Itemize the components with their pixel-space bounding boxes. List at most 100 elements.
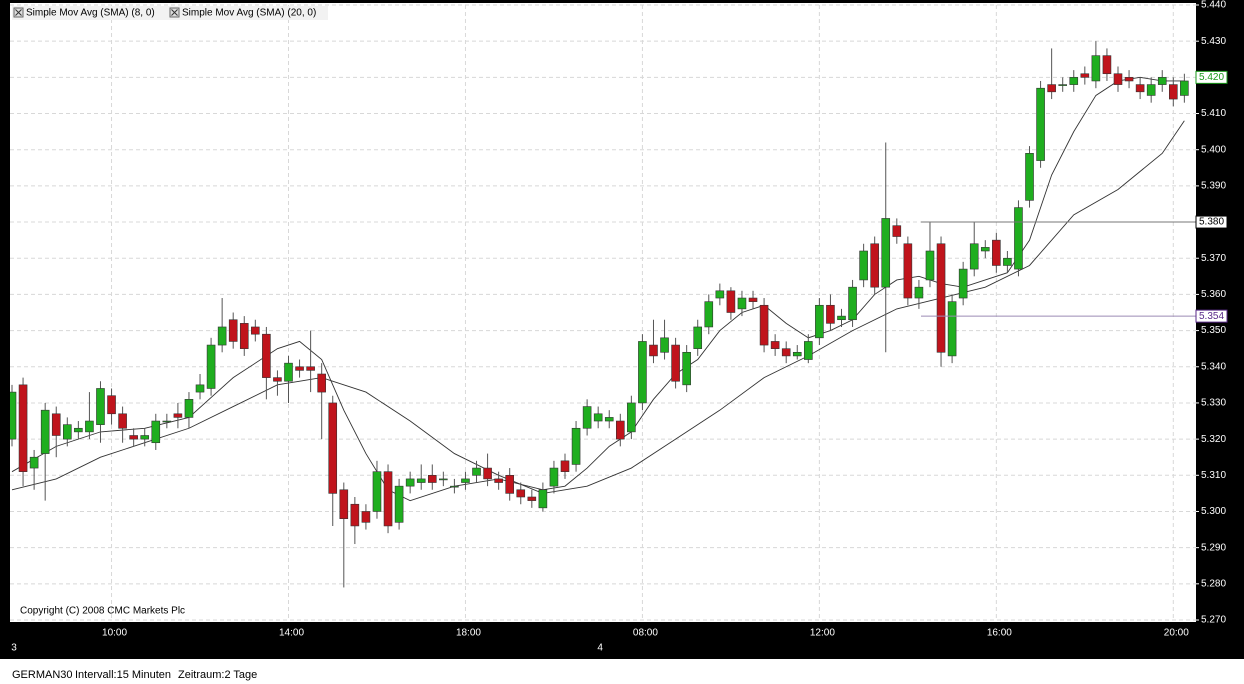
- candle-body: [770, 341, 780, 349]
- candle-body: [206, 344, 216, 389]
- candle-body: [748, 297, 758, 302]
- price-tag: [1195, 309, 1228, 323]
- candle-body: [273, 377, 282, 382]
- candle-body: [604, 417, 614, 422]
- candle-body: [51, 413, 61, 436]
- candle-body: [405, 478, 415, 487]
- candle-body: [10, 391, 17, 440]
- candle-body: [228, 319, 238, 342]
- candle-body: [383, 471, 393, 527]
- range: Zeitraum:2 Tage: [178, 669, 257, 681]
- x-tick-label: 08:00: [633, 628, 658, 639]
- candle-body: [815, 304, 824, 339]
- candle-body: [582, 406, 592, 429]
- candle-body: [217, 326, 227, 346]
- y-tick-label: 5.290: [1201, 542, 1226, 553]
- status-bar: [0, 659, 1244, 684]
- candle-body: [870, 243, 879, 288]
- candle-body: [925, 250, 935, 281]
- candle-body: [593, 413, 603, 422]
- candle-body: [284, 362, 293, 382]
- copyright: Copyright (C) 2008 CMC Markets Plc: [20, 606, 185, 617]
- candle-body: [615, 420, 625, 440]
- price-tag-label: 5.354: [1199, 311, 1224, 322]
- candle-body: [1003, 257, 1012, 266]
- symbol: GERMAN30: [12, 669, 73, 681]
- sma-line: [11, 120, 1185, 494]
- candle-body: [96, 388, 105, 425]
- candle-body: [184, 399, 194, 418]
- candle-body: [439, 478, 448, 481]
- candle-body: [560, 460, 570, 472]
- candle-body: [162, 420, 172, 423]
- candle-body: [704, 301, 714, 328]
- candle-body: [461, 478, 470, 483]
- candle-body: [483, 467, 492, 480]
- candle-body: [1169, 84, 1178, 100]
- candle-body: [1157, 77, 1167, 85]
- candle-body: [85, 420, 94, 433]
- x-tick-label: 14:00: [279, 628, 304, 639]
- candle-body: [538, 489, 548, 509]
- candle-body: [416, 478, 426, 483]
- candle-body: [107, 395, 116, 415]
- candle-body: [40, 409, 50, 454]
- candle-body: [1025, 153, 1034, 201]
- candle-body: [516, 489, 526, 498]
- interval: Intervall:15 Minuten: [75, 669, 171, 681]
- candle-body: [903, 243, 913, 299]
- day-label: 4: [597, 643, 603, 654]
- candle-body: [527, 496, 537, 501]
- candle-body: [1180, 80, 1189, 96]
- y-tick-label: 5.410: [1201, 108, 1226, 119]
- candle-body: [1069, 77, 1079, 85]
- y-tick-label: 5.370: [1201, 253, 1226, 264]
- y-tick-label: 5.310: [1201, 470, 1226, 481]
- candle-body: [394, 485, 404, 523]
- candle-body: [969, 243, 979, 270]
- y-tick-label: 5.280: [1201, 578, 1226, 589]
- candle-body: [914, 286, 924, 299]
- candle-body: [151, 420, 161, 444]
- x-tick-label: 10:00: [102, 628, 127, 639]
- candle-body: [1080, 73, 1090, 78]
- candle-body: [173, 413, 183, 418]
- candle-body: [1091, 55, 1101, 82]
- candle-body: [737, 297, 747, 310]
- candle-body: [1124, 77, 1134, 82]
- candle-body: [74, 427, 83, 433]
- legend-check: [15, 9, 22, 16]
- candle-body: [936, 243, 946, 353]
- candle-body: [129, 435, 138, 440]
- y-tick-label: 5.400: [1201, 144, 1226, 155]
- candle-body: [195, 384, 205, 393]
- plot-area: [10, 3, 1196, 622]
- candle-body: [980, 247, 990, 252]
- candle-body: [1014, 207, 1023, 270]
- candle-body: [239, 323, 249, 349]
- y-tick-label: 5.300: [1201, 506, 1226, 517]
- y-tick-label: 5.390: [1201, 181, 1226, 192]
- candle-body: [759, 304, 769, 346]
- day-label: 3: [11, 643, 17, 654]
- candle-body: [1047, 84, 1056, 93]
- candle-body: [1135, 84, 1145, 93]
- candle-body: [317, 373, 326, 393]
- candle-body: [1058, 84, 1067, 86]
- legend-check: [171, 9, 178, 16]
- candle-body: [1036, 87, 1045, 161]
- y-tick-label: 5.360: [1201, 289, 1226, 300]
- candle-body: [826, 304, 835, 324]
- candle-body: [638, 341, 647, 404]
- x-tick-label: 12:00: [810, 628, 835, 639]
- candle-body: [682, 351, 691, 386]
- candle-body: [837, 315, 846, 321]
- candle-body: [372, 471, 382, 512]
- candle-body: [649, 344, 658, 357]
- y-tick-label: 5.350: [1201, 325, 1226, 336]
- axis: 5.270 5.280 5.290 5.300 5.310 5.320 5.330 5.340…: [11, 0, 1228, 654]
- candle-body: [29, 456, 39, 469]
- candle-body: [62, 424, 72, 440]
- candle-body: [505, 474, 515, 494]
